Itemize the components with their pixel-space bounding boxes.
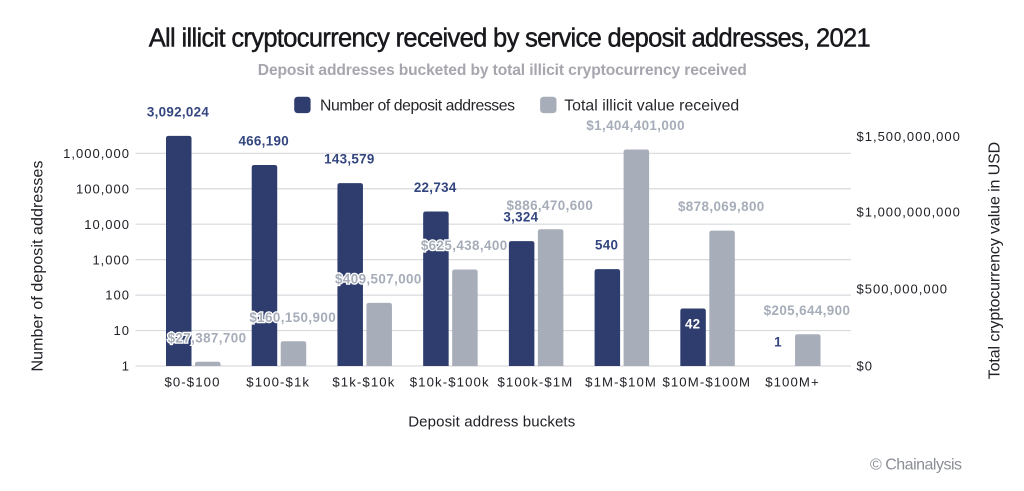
svg-text:$160,150,900: $160,150,900 xyxy=(249,310,336,325)
svg-text:$1,000,000,000: $1,000,000,000 xyxy=(857,205,961,220)
svg-text:22,734: 22,734 xyxy=(414,180,457,195)
svg-text:Number of deposit addresses: Number of deposit addresses xyxy=(320,97,515,114)
svg-text:Total cryptocurrency value in: Total cryptocurrency value in USD xyxy=(987,142,1004,380)
svg-text:1: 1 xyxy=(122,359,130,374)
svg-text:All illicit cryptocurrency rec: All illicit cryptocurrency received by s… xyxy=(149,24,871,52)
svg-text:143,579: 143,579 xyxy=(324,152,375,167)
svg-text:$1,404,401,000: $1,404,401,000 xyxy=(586,118,685,133)
svg-text:$1,500,000,000: $1,500,000,000 xyxy=(857,129,961,144)
svg-text:42: 42 xyxy=(685,316,701,331)
svg-text:$100M+: $100M+ xyxy=(765,375,820,390)
svg-text:$10k-$100k: $10k-$100k xyxy=(410,375,490,390)
svg-text:Deposit addresses bucketed by: Deposit addresses bucketed by total illi… xyxy=(258,62,747,79)
svg-text:$100k-$1M: $100k-$1M xyxy=(497,375,573,390)
svg-text:$205,644,900: $205,644,900 xyxy=(764,303,851,318)
svg-text:$500,000,000: $500,000,000 xyxy=(857,282,949,297)
svg-text:$625,438,400: $625,438,400 xyxy=(421,238,508,253)
svg-text:$0-$100: $0-$100 xyxy=(164,375,220,390)
svg-text:Deposit address buckets: Deposit address buckets xyxy=(408,413,575,430)
svg-text:$1k-$10k: $1k-$10k xyxy=(332,375,395,390)
svg-text:10: 10 xyxy=(114,323,130,338)
svg-text:466,190: 466,190 xyxy=(238,134,289,149)
svg-text:540: 540 xyxy=(595,238,618,253)
svg-text:$10M-$100M: $10M-$100M xyxy=(662,375,751,390)
svg-text:$1M-$10M: $1M-$10M xyxy=(585,375,657,390)
svg-text:$878,069,800: $878,069,800 xyxy=(678,199,765,214)
svg-text:Number of deposit addresses: Number of deposit addresses xyxy=(30,161,47,372)
svg-text:$886,470,600: $886,470,600 xyxy=(507,198,594,213)
svg-text:$100-$1k: $100-$1k xyxy=(246,375,310,390)
svg-text:3,092,024: 3,092,024 xyxy=(147,104,210,119)
svg-text:1,000,000: 1,000,000 xyxy=(63,146,130,161)
svg-text:Total illicit value received: Total illicit value received xyxy=(564,97,739,114)
svg-text:$0: $0 xyxy=(857,359,873,374)
svg-text:$409,507,000: $409,507,000 xyxy=(335,271,422,286)
svg-text:10,000: 10,000 xyxy=(84,217,130,232)
svg-text:© Chainalysis: © Chainalysis xyxy=(870,457,962,474)
svg-text:100,000: 100,000 xyxy=(76,181,130,196)
svg-text:1: 1 xyxy=(774,335,782,350)
svg-text:100: 100 xyxy=(105,288,130,303)
svg-text:1,000: 1,000 xyxy=(92,252,130,267)
svg-text:$27,387,700: $27,387,700 xyxy=(168,330,247,345)
svg-text:3,324: 3,324 xyxy=(503,210,538,225)
